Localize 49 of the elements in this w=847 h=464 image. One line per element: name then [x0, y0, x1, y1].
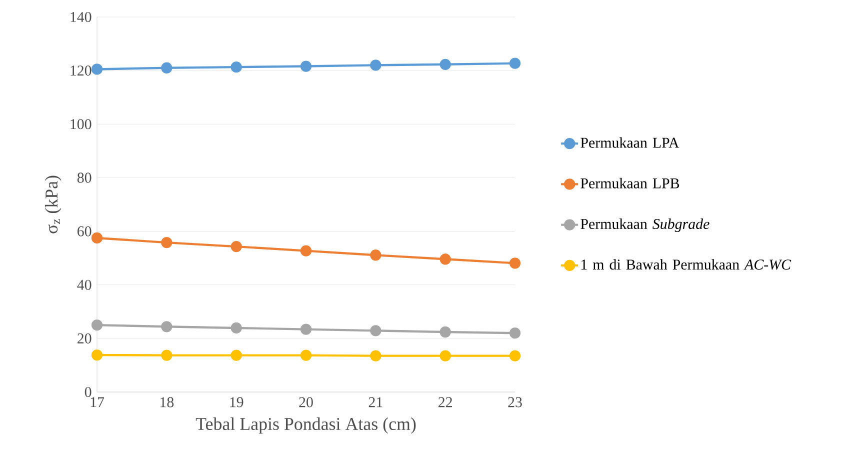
- legend-label: Permukaan Subgrade: [580, 218, 710, 232]
- point: [161, 321, 172, 332]
- point: [370, 350, 382, 362]
- point: [440, 58, 451, 70]
- point: [300, 350, 312, 361]
- x-tick-label: 17: [90, 397, 104, 408]
- y-tick-label: 140: [70, 12, 92, 22]
- point: [230, 240, 242, 252]
- point: [440, 350, 451, 362]
- y-tick-label: 20: [78, 333, 92, 344]
- y-axis-title: σ$_{z}$ (kPa): [44, 176, 62, 234]
- point: [509, 258, 521, 269]
- point: [300, 324, 312, 335]
- point: [91, 349, 103, 361]
- point: [230, 350, 242, 361]
- point: [161, 236, 172, 248]
- x-tick-label: 20: [299, 397, 313, 408]
- point: [509, 350, 521, 362]
- point: [91, 64, 103, 75]
- point: [161, 62, 172, 74]
- y-tick-label: 40: [77, 280, 92, 290]
- x-axis-title: Tebal Lapis Pondasi Atas (cm): [196, 417, 416, 434]
- legend-label: 1 m di Bawah Permukaan AC-WC: [582, 259, 792, 270]
- point: [161, 350, 172, 361]
- x-tick-label: 21: [368, 397, 382, 408]
- point: [300, 60, 312, 72]
- point: [440, 326, 451, 338]
- y-tick-label: 0: [84, 386, 92, 398]
- point: [91, 319, 103, 331]
- y-tick-label: 100: [70, 119, 92, 130]
- y-tick-label: 60: [78, 226, 92, 236]
- point: [91, 232, 103, 244]
- y-tick-label: 120: [70, 66, 92, 76]
- point: [370, 60, 382, 71]
- x-tick-label: 23: [508, 397, 522, 408]
- point: [300, 245, 312, 256]
- x-tick-label: 18: [160, 397, 174, 408]
- point: [440, 254, 451, 265]
- point: [230, 62, 242, 73]
- point: [370, 250, 382, 261]
- legend-label: Permukaan LPA: [580, 137, 680, 148]
- y-tick-label: 80: [77, 172, 92, 183]
- legend-label: Permukaan LPB: [580, 178, 680, 188]
- point: [230, 322, 242, 334]
- point: [370, 325, 382, 336]
- x-tick-label: 19: [230, 397, 244, 408]
- point: [509, 58, 521, 69]
- x-tick-label: 22: [438, 397, 452, 408]
- point: [509, 327, 521, 339]
